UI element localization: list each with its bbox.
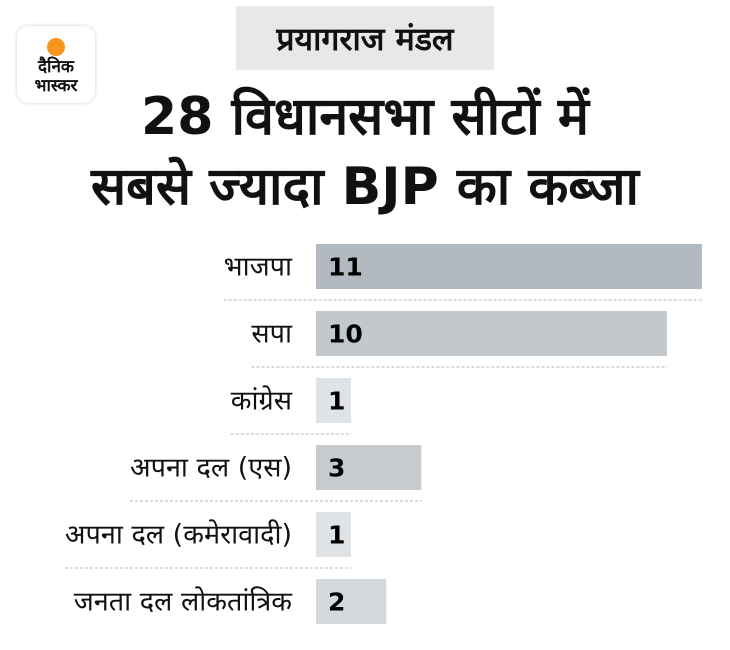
bar [316, 445, 422, 490]
logo-line1: दैनिक [38, 57, 74, 77]
logo-sun-icon [46, 38, 65, 56]
region-tag: प्रयागराज मंडल [236, 6, 494, 70]
bar-value-label: 11 [328, 253, 363, 282]
category-label: कांग्रेस [231, 385, 293, 417]
bar-value-label: 1 [328, 387, 345, 416]
dainik-bhaskar-logo: दैनिक भास्कर [17, 26, 95, 103]
bar-value-label: 3 [328, 454, 345, 483]
logo-line2: भास्कर [34, 76, 78, 96]
bar [316, 579, 387, 624]
category-label: जनता दल लोकतांत्रिक [74, 586, 294, 618]
bar-value-label: 1 [328, 521, 345, 550]
bar-row: 11 भाजपा [224, 244, 702, 289]
bar-row: 2 जनता दल लोकतांत्रिक [74, 579, 387, 624]
bar [316, 512, 352, 557]
title-line-2: सबसे ज्यादा BJP का कब्जा [90, 157, 640, 217]
bar-value-label: 10 [328, 320, 363, 349]
bar-row: 3 अपना दल (एस) [130, 445, 422, 490]
bar [316, 244, 702, 289]
bar [316, 378, 352, 423]
bar-row: 1 अपना दल (कमेरावादी) [65, 512, 352, 557]
bar-value-label: 2 [328, 588, 345, 617]
bar-row: 1 कांग्रेस [231, 378, 352, 423]
category-label: सपा [251, 319, 293, 350]
category-label: अपना दल (एस) [130, 453, 292, 484]
category-label: अपना दल (कमेरावादी) [65, 519, 292, 551]
title-line-1: 28 विधानसभा सीटों में [141, 87, 589, 147]
category-label: भाजपा [224, 252, 293, 283]
bar-row: 10 सपा [251, 311, 667, 356]
bar [316, 311, 667, 356]
